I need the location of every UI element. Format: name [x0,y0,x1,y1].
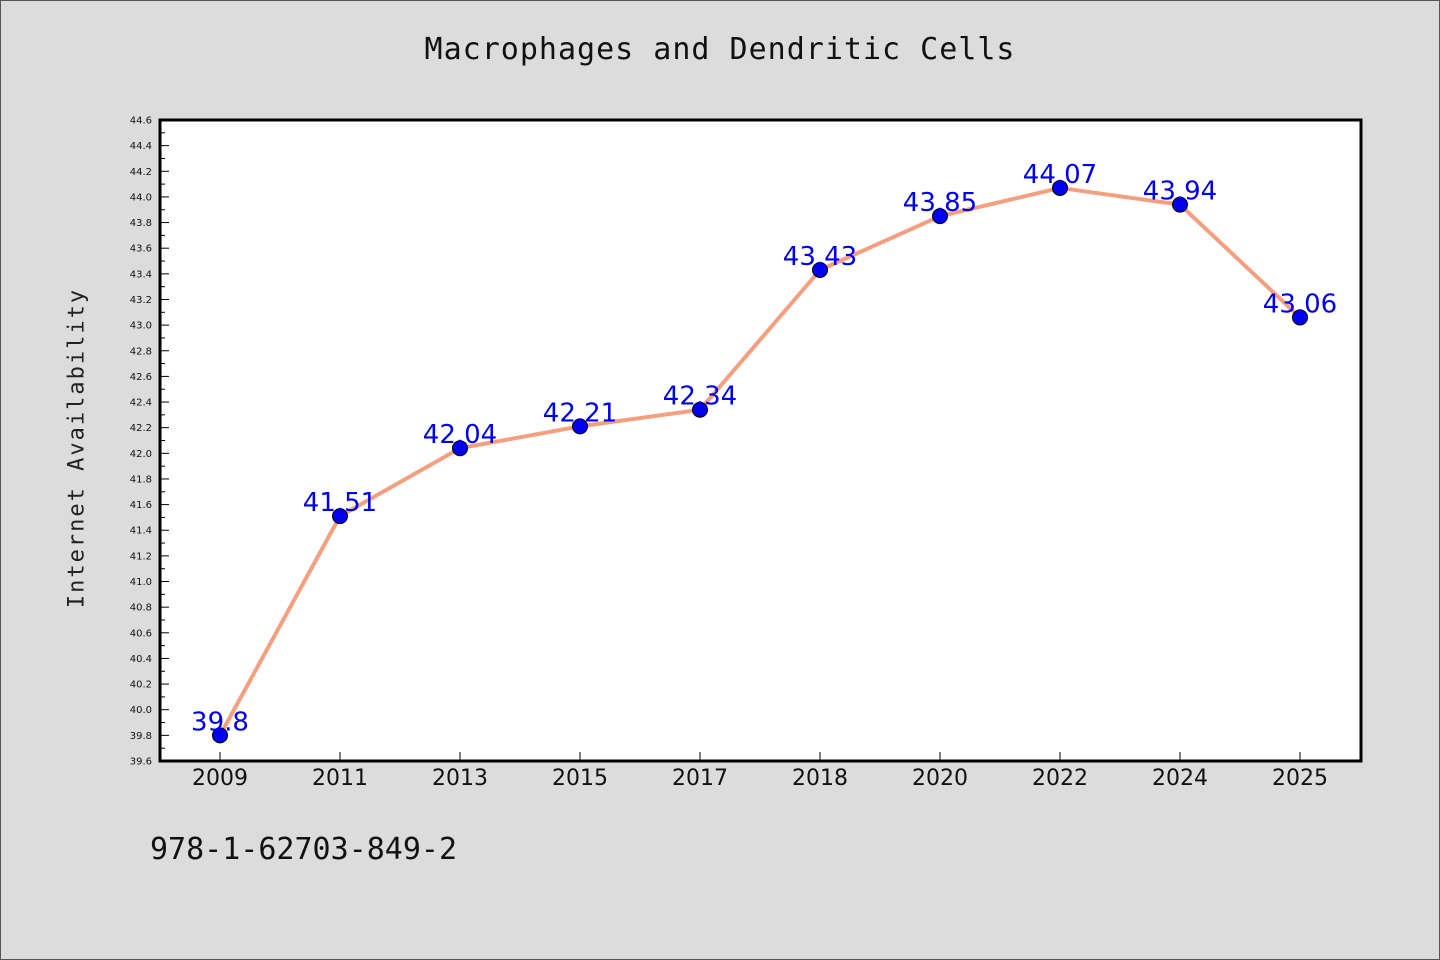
y-tick-label: 43.0 [130,321,152,332]
y-tick-label: 42.4 [130,398,152,409]
x-tick-label: 2018 [792,766,848,791]
y-tick-label: 44.4 [130,141,152,152]
y-tick-label: 42.0 [130,449,152,460]
data-label: 43.85 [903,188,977,218]
y-tick-label: 39.6 [130,757,152,768]
y-tick-label: 40.0 [130,705,152,716]
y-tick-label: 40.4 [130,654,152,665]
y-tick-label: 41.2 [130,551,152,562]
y-tick-label: 42.8 [130,346,152,357]
data-point [212,727,228,744]
x-tick-label: 2011 [312,766,368,791]
data-label: 39.8 [191,707,249,737]
data-label: 43.94 [1143,177,1217,207]
x-tick-label: 2009 [192,766,248,791]
chart-title: Macrophages and Dendritic Cells [424,32,1016,67]
y-tick-label: 40.8 [130,603,152,614]
y-axis: 39.6 39.8 40.0 40.2 40.4 40.6 40.8 41.0 41.2 41.4… [130,116,169,768]
x-tick-label: 2015 [552,766,608,791]
data-point [452,440,468,457]
data-point [572,418,588,435]
y-tick-label: 42.2 [130,423,152,434]
x-tick-label: 2022 [1032,766,1088,791]
data-point [1052,179,1068,196]
y-tick-label: 41.6 [130,500,152,511]
x-tick-label: 2013 [432,766,488,791]
data-point [1172,196,1188,213]
data-label: 42.34 [663,382,737,412]
series-group [212,179,1308,744]
y-tick-label: 44.6 [130,116,152,127]
y-tick-label: 43.6 [130,244,152,255]
data-label: 44.07 [1023,160,1097,190]
data-label: 43.43 [783,242,857,272]
y-tick-label: 44.0 [130,192,152,203]
data-labels-group: 39.8 41.51 42.04 42.21 42.34 43.43 43.85 44.07 4… [191,160,1337,737]
x-axis: 2009 2011 2013 2015 2017 2018 2020 2022 2024 2025 [192,752,1328,791]
y-tick-label: 42.6 [130,372,152,383]
x-tick-label: 2020 [912,766,968,791]
series-line [218,185,1302,737]
data-label: 42.04 [423,420,497,450]
x-tick-label: 2025 [1272,766,1328,791]
data-point [692,401,708,418]
y-tick-label: 41.8 [130,474,152,485]
y-tick-label: 40.2 [130,680,152,691]
y-tick-label: 41.4 [130,526,152,537]
data-label: 42.21 [543,398,617,428]
plot-area [158,118,1363,763]
y-tick-label: 41.0 [130,577,152,588]
data-point [932,208,948,225]
y-tick-label: 40.6 [130,628,152,639]
y-tick-label: 43.4 [130,269,152,280]
isbn-text: 978-1-62703-849-2 [150,832,458,867]
data-point [1292,309,1308,326]
data-label: 41.51 [303,488,377,518]
y-tick-label: 39.8 [130,731,152,742]
y-tick-label: 43.2 [130,295,152,306]
y-tick-label: 44.2 [130,167,152,178]
data-label: 43.06 [1263,289,1337,319]
data-point [332,508,348,525]
x-tick-label: 2024 [1152,766,1208,791]
x-tick-label: 2017 [672,766,728,791]
data-point [812,261,828,278]
y-tick-label: 43.8 [130,218,152,229]
